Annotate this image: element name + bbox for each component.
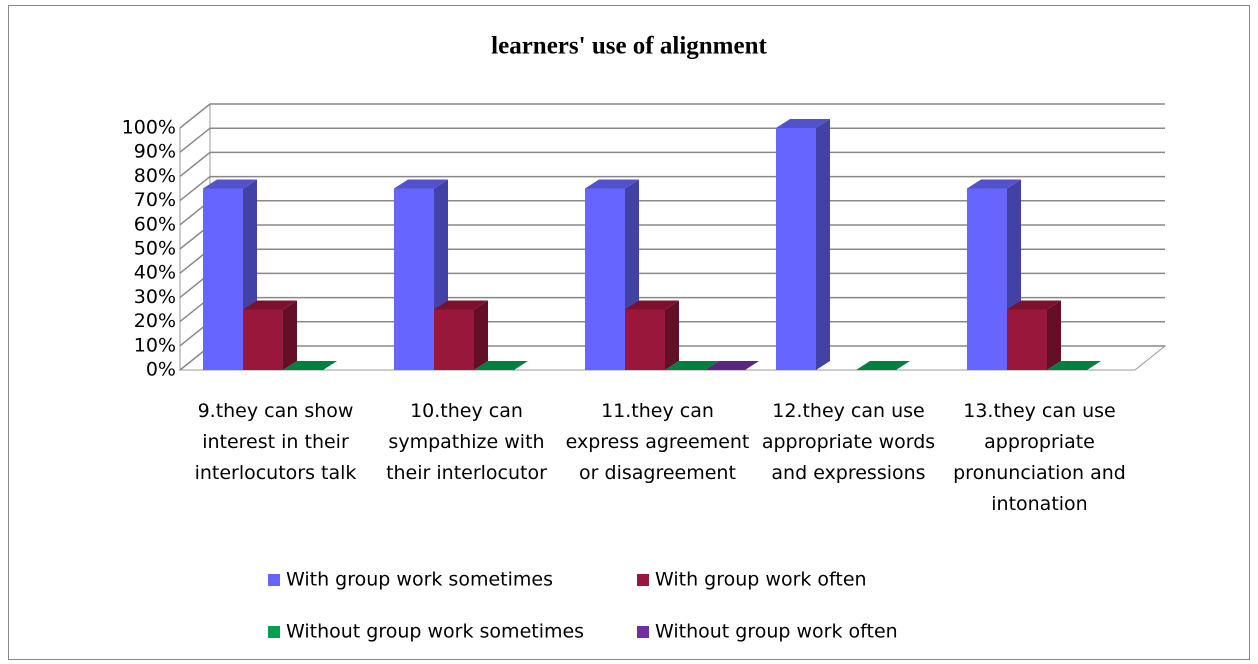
x-tick-label: 12.they can use appropriate words and ex…	[761, 400, 936, 484]
bar	[856, 361, 910, 370]
y-tick-label: 50%	[134, 238, 176, 260]
y-tick-label: 20%	[134, 310, 176, 332]
bar-top	[585, 179, 639, 189]
bar-front	[585, 188, 625, 370]
legend-label: Without group work sometimes	[286, 621, 584, 643]
bar	[1047, 361, 1101, 370]
x-tick-label: 13.they can use appropriate pronunciatio…	[953, 400, 1126, 515]
bar	[243, 300, 297, 370]
bar	[705, 361, 759, 370]
legend-swatch	[637, 574, 649, 586]
bar-top	[856, 361, 910, 370]
bar-top	[1007, 300, 1061, 310]
bar-top	[203, 179, 257, 189]
bar	[394, 179, 448, 370]
x-tick-label: 10.they can sympathize with their interl…	[386, 400, 547, 484]
bar	[665, 361, 719, 370]
bar-side	[1047, 300, 1061, 370]
chart-title: learners' use of alignment	[491, 33, 767, 60]
x-tick-label: 9.they can show interest in their interl…	[194, 400, 357, 484]
bar	[776, 119, 830, 370]
y-tick-label: 60%	[134, 213, 176, 235]
bar-top	[776, 119, 830, 128]
legend-swatch	[637, 626, 649, 638]
x-tick-label: 11.they can express agreement or disagre…	[565, 400, 750, 484]
bar-front	[434, 309, 474, 370]
grid-line	[179, 103, 1165, 129]
bar-top	[625, 300, 679, 310]
bar-top	[665, 361, 719, 370]
grid-line	[179, 175, 1165, 202]
bar-top	[434, 300, 488, 310]
bar-front	[243, 309, 283, 370]
grid-line	[179, 127, 1165, 153]
legend-label: With group work sometimes	[286, 569, 553, 591]
bar-side	[665, 300, 679, 370]
bar-top	[1047, 361, 1101, 370]
grid-line	[179, 151, 1165, 177]
legend-label: With group work often	[655, 569, 867, 591]
bar-front	[776, 128, 816, 370]
bar-front	[967, 188, 1007, 370]
bar-front	[625, 309, 665, 370]
bar-side	[474, 300, 488, 370]
bar	[474, 361, 528, 370]
bar	[434, 300, 488, 370]
bar-front	[203, 188, 243, 370]
bar	[1007, 300, 1061, 370]
y-tick-label: 80%	[134, 165, 176, 187]
bar-top	[394, 179, 448, 189]
bar-top	[474, 361, 528, 370]
legend-swatch	[268, 574, 280, 586]
bar-front	[394, 188, 434, 370]
bar-top	[283, 361, 337, 370]
bar-side	[283, 300, 297, 370]
bar-front	[1007, 309, 1047, 370]
bar-top	[243, 300, 297, 310]
y-tick-label: 0%	[146, 359, 176, 381]
legend-label: Without group work often	[655, 621, 898, 643]
y-tick-label: 10%	[134, 334, 176, 356]
y-tick-label: 90%	[134, 141, 176, 163]
bar-top	[705, 361, 759, 370]
y-tick-label: 100%	[122, 117, 176, 139]
y-tick-label: 30%	[134, 286, 176, 308]
legend-swatch	[268, 626, 280, 638]
bar	[625, 300, 679, 370]
bar-top	[967, 179, 1021, 189]
bar	[967, 179, 1021, 370]
bar	[283, 361, 337, 370]
y-tick-label: 70%	[134, 189, 176, 211]
y-tick-label: 40%	[134, 262, 176, 284]
bar-side	[816, 119, 830, 370]
